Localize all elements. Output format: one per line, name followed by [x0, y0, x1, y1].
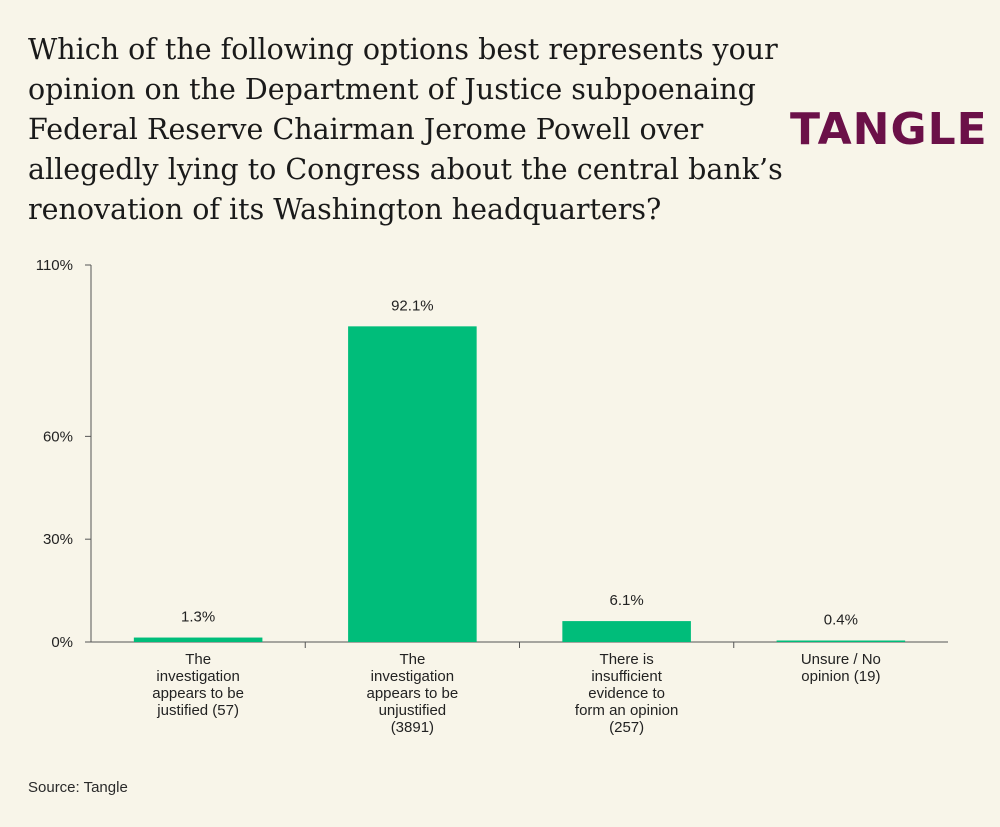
source-note: Source: Tangle — [28, 779, 128, 796]
chart-labels: 1.3%The investigation appears to be justifi… — [152, 297, 881, 736]
title-line: opinion on the Department of Justice sub… — [28, 73, 756, 106]
data-label: 6.1% — [610, 592, 644, 609]
y-tick-label: 110% — [36, 257, 73, 274]
data-label: 1.3% — [181, 609, 215, 626]
category-label-line: appears to be — [152, 685, 244, 702]
category-label-line: insufficient — [591, 668, 662, 685]
category-label-line: (3891) — [391, 719, 434, 736]
data-label: 92.1% — [391, 297, 434, 314]
chart-bars — [133, 326, 906, 642]
data-label: 0.4% — [824, 612, 858, 629]
category-label-line: appears to be — [367, 685, 459, 702]
bar — [562, 621, 691, 642]
category-label: The investigation appears to be unjustified… — [367, 651, 459, 736]
bar — [348, 326, 477, 642]
bar — [133, 637, 263, 642]
category-label-line: investigation — [156, 668, 239, 685]
category-label-line: The — [185, 651, 211, 668]
category-label-line: justified (57) — [156, 702, 239, 719]
category-label: Unsure / No opinion (19) — [801, 651, 881, 685]
title-line: Which of the following options best repr… — [28, 33, 778, 66]
category-label: There is insufficient evidence to form an o… — [575, 651, 678, 736]
category-label-line: Unsure / No — [801, 651, 881, 668]
category-label-line: evidence to — [588, 685, 665, 702]
bar — [776, 640, 906, 642]
category-label-line: form an opinion — [575, 702, 678, 719]
category-label-line: There is — [600, 651, 654, 668]
tangle-logo: TANGLE — [790, 104, 988, 155]
chart-title: Which of the following options best repr… — [28, 30, 783, 230]
y-tick-label: 30% — [43, 531, 73, 548]
category-label-line: investigation — [371, 668, 454, 685]
category-label-line: The — [399, 651, 425, 668]
title-line: renovation of its Washington headquarter… — [28, 193, 662, 226]
y-tick-label: 60% — [43, 428, 73, 445]
y-tick-label: 0% — [51, 634, 73, 651]
chart-axes: 0% 30% 60% 110% — [36, 257, 948, 651]
category-label-line: (257) — [609, 719, 644, 736]
title-line: allegedly lying to Congress about the ce… — [28, 153, 783, 186]
category-label-line: unjustified — [379, 702, 447, 719]
category-label: The investigation appears to be justified (… — [152, 651, 244, 719]
category-label-line: opinion (19) — [801, 668, 880, 685]
title-line: Federal Reserve Chairman Jerome Powell o… — [28, 113, 704, 146]
